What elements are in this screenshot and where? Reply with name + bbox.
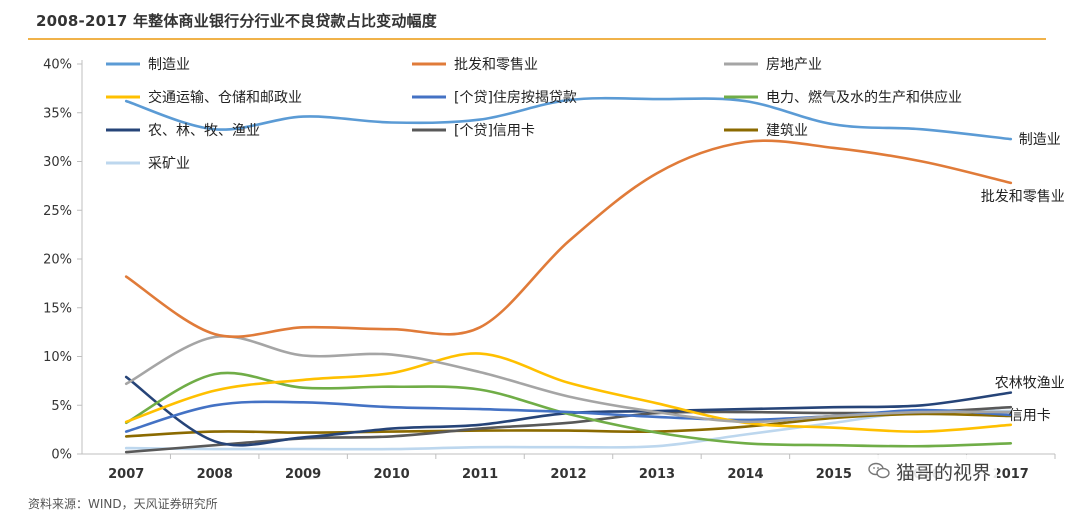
series-line-电力-燃气及水的生产和供应业 (124, 371, 1013, 448)
series-end-label: 农林牧渔业 (995, 376, 1065, 392)
y-tick-label: 40% (43, 58, 72, 73)
legend-label: [个贷]信用卡 (454, 123, 535, 139)
y-tick-label: 30% (43, 155, 72, 170)
x-tick-label: 2015 (816, 467, 852, 482)
watermark: 猫哥的视界 (862, 455, 998, 487)
y-tick-label: 0% (51, 448, 72, 463)
legend-label: 电力、燃气及水的生产和供应业 (766, 89, 962, 106)
x-tick-label: 2017 (993, 467, 1029, 482)
legend-label: 采矿业 (148, 156, 190, 172)
legend-label: 交通运输、仓储和邮政业 (148, 89, 302, 106)
x-tick-label: 2007 (108, 467, 144, 482)
legend-label: 建筑业 (766, 123, 808, 139)
title-divider (28, 38, 1046, 40)
x-tick-label: 2013 (639, 467, 675, 482)
series-end-label: 批发和零售业 (981, 189, 1065, 205)
x-tick-label: 2010 (373, 467, 409, 482)
y-tick-label: 20% (43, 253, 72, 268)
chart-axes: 0% 5% 10% 15% 20% 25% 30% 35% 40% 2007 2008 2009 201… (43, 58, 1056, 482)
x-tick-label: 2012 (550, 467, 586, 482)
chart-title: 2008-2017 年整体商业银行分行业不良贷款占比变动幅度 (36, 12, 437, 30)
series-line-制造业 (124, 96, 1013, 141)
wechat-icon (868, 462, 890, 479)
x-tick-label: 2011 (462, 467, 498, 482)
series-line-房地产业 (124, 335, 1013, 424)
series-line-采矿业 (124, 408, 1013, 451)
y-tick-label: 25% (43, 204, 72, 219)
series-line-交通运输-仓储和邮政业 (124, 352, 1013, 433)
series-lines (124, 96, 1013, 454)
legend-label: [个贷]住房按揭贷款 (454, 90, 577, 106)
series-end-label: 制造业 (1019, 132, 1061, 148)
legend-label: 农、林、牧、渔业 (148, 123, 260, 139)
y-tick-label: 35% (43, 106, 72, 121)
legend-label: 批发和零售业 (454, 57, 538, 73)
watermark-text: 猫哥的视界 (896, 461, 992, 484)
y-tick-label: 5% (51, 399, 72, 414)
y-tick-label: 10% (43, 350, 72, 365)
source-note: 资料来源：WIND，天风证券研究所 (28, 497, 218, 511)
series-end-label: 信用卡 (1009, 408, 1051, 424)
series-line-建筑业 (124, 412, 1013, 438)
legend-label: 制造业 (148, 57, 190, 73)
legend-label: 房地产业 (766, 57, 822, 73)
x-tick-label: 2008 (197, 467, 233, 482)
y-tick-label: 15% (43, 301, 72, 316)
series-line-批发和零售业 (124, 139, 1013, 338)
x-tick-label: 2009 (285, 467, 321, 482)
x-tick-label: 2014 (727, 467, 763, 482)
